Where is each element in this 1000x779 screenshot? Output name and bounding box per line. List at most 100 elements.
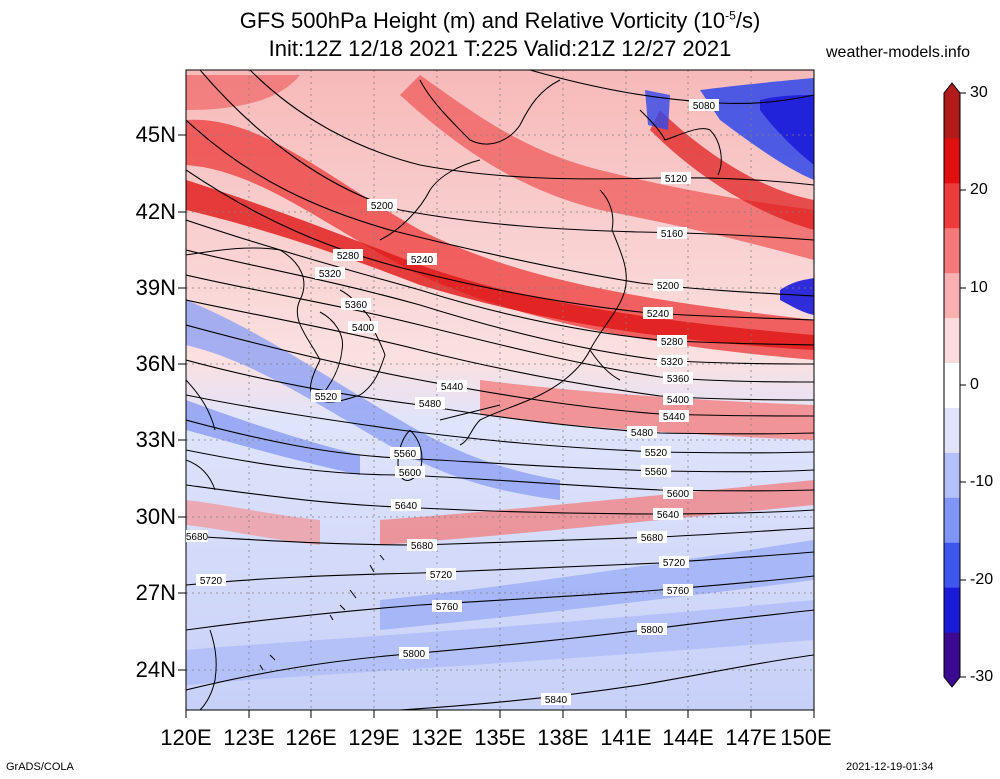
lat-label: 36N xyxy=(135,351,176,376)
contour-label-text: 5600 xyxy=(399,468,422,479)
contour-label: 5440 xyxy=(659,410,689,423)
contour-label-text: 5760 xyxy=(667,586,690,597)
contour-label: 5240 xyxy=(407,253,437,266)
contour-label-text: 5360 xyxy=(345,300,368,311)
contour-label: 5320 xyxy=(657,355,687,368)
lon-label: 120E xyxy=(160,725,212,750)
colorbar-tick-label: -30 xyxy=(970,668,994,685)
contour-label-text: 5840 xyxy=(545,695,568,706)
contour-label-text: 5560 xyxy=(645,467,668,478)
lon-label: 135E xyxy=(474,725,526,750)
contour-label-text: 5640 xyxy=(395,501,418,512)
lon-label: 147E xyxy=(725,725,777,750)
title-text: GFS 500hPa Height (m) and Relative Vorti… xyxy=(239,8,726,33)
lon-label: 129E xyxy=(348,725,400,750)
contour-label-text: 5600 xyxy=(667,489,690,500)
contour-label-text: 5520 xyxy=(315,392,338,403)
lat-label: 27N xyxy=(135,580,176,605)
contour-label-text: 5560 xyxy=(394,449,417,460)
contour-label-text: 5120 xyxy=(665,174,688,185)
contour-label: 5640 xyxy=(391,499,421,512)
contour-label-text: 5680 xyxy=(186,532,209,543)
contour-label: 5320 xyxy=(315,267,345,280)
contour-label: 5280 xyxy=(333,249,363,262)
contour-label-text: 5760 xyxy=(436,602,459,613)
contour-labels: 5080 5120 5160 5200 5200 5240 5240 5280 … xyxy=(186,99,719,706)
contour-label: 5080 xyxy=(689,99,719,112)
contour-label: 5760 xyxy=(663,584,693,597)
contour-label-text: 5680 xyxy=(411,541,434,552)
contour-label-text: 5240 xyxy=(647,309,670,320)
height-contours xyxy=(186,70,814,710)
contour-label: 5680 xyxy=(407,539,437,552)
contour-label: 5640 xyxy=(653,508,683,521)
contour-label-text: 5800 xyxy=(641,625,664,636)
contour-label: 5560 xyxy=(641,465,671,478)
contour-label: 5800 xyxy=(637,623,667,636)
lat-label: 30N xyxy=(135,504,176,529)
contour-label-text: 5720 xyxy=(663,558,686,569)
contour-label: 5800 xyxy=(399,647,429,660)
title-exponent: -5 xyxy=(725,8,736,23)
lon-label: 126E xyxy=(285,725,337,750)
lat-label: 42N xyxy=(135,199,176,224)
contour-label-text: 5280 xyxy=(661,337,684,348)
contour-label: 5520 xyxy=(311,390,341,403)
contour-label-text: 5440 xyxy=(663,412,686,423)
colorbar-tick-label: -10 xyxy=(970,473,994,490)
website-label: weather-models.info xyxy=(826,44,971,61)
contour-label: 5480 xyxy=(415,397,445,410)
contour-label-text: 5720 xyxy=(430,570,453,581)
contour-label: 5600 xyxy=(663,487,693,500)
lat-label: 33N xyxy=(135,427,176,452)
contour-label: 5200 xyxy=(653,279,683,292)
contour-label-text: 5520 xyxy=(645,448,668,459)
vorticity-field xyxy=(186,70,814,710)
contour-label: 5720 xyxy=(196,574,226,587)
contour-label: 5280 xyxy=(657,335,687,348)
contour-label-text: 5480 xyxy=(419,399,442,410)
lat-label: 24N xyxy=(135,657,176,682)
lon-label: 144E xyxy=(662,725,714,750)
contour-label: 5360 xyxy=(341,298,371,311)
contour-label-text: 5320 xyxy=(661,357,684,368)
axis-ticks xyxy=(178,134,815,718)
contour-label-text: 5080 xyxy=(693,101,716,112)
contour-label-text: 5480 xyxy=(631,428,654,439)
contour-label-text: 5640 xyxy=(657,510,680,521)
contour-label-text: 5400 xyxy=(352,323,375,334)
contour-label: 5680 xyxy=(637,531,667,544)
lon-label: 138E xyxy=(537,725,589,750)
contour-label: 5720 xyxy=(426,568,456,581)
contour-label: 5600 xyxy=(395,466,425,479)
contour-label: 5760 xyxy=(432,600,462,613)
chart-title: GFS 500hPa Height (m) and Relative Vorti… xyxy=(150,8,850,34)
lat-label: 39N xyxy=(135,275,176,300)
contour-label-text: 5160 xyxy=(661,229,684,240)
lon-label: 141E xyxy=(600,725,652,750)
colorbar-tick-label: 30 xyxy=(970,84,988,101)
colorbar-tick-label: 10 xyxy=(970,279,988,296)
lon-label: 150E xyxy=(780,725,832,750)
contour-label: 5680 xyxy=(186,530,209,543)
contour-label: 5120 xyxy=(661,172,691,185)
title-unit: /s) xyxy=(735,8,761,33)
map-gridlines xyxy=(186,70,814,710)
contour-label-text: 5280 xyxy=(337,251,360,262)
colorbar-tick-label: 0 xyxy=(970,376,979,393)
colorbar-tick-label: -20 xyxy=(970,571,994,588)
lon-label: 132E xyxy=(411,725,463,750)
contour-label: 5440 xyxy=(437,380,467,393)
contour-label: 5200 xyxy=(367,199,397,212)
contour-label: 5480 xyxy=(627,426,657,439)
credit-left: GrADS/COLA xyxy=(6,761,74,773)
contour-label-text: 5200 xyxy=(371,201,394,212)
chart-subtitle: Init:12Z 12/18 2021 T:225 Valid:21Z 12/2… xyxy=(268,36,732,61)
contour-label: 5400 xyxy=(663,393,693,406)
timestamp: 2021-12-19-01:34 xyxy=(846,761,934,773)
contour-label-text: 5800 xyxy=(403,649,426,660)
contour-label: 5720 xyxy=(659,556,689,569)
contour-label-text: 5400 xyxy=(667,395,690,406)
contour-label-text: 5680 xyxy=(641,533,664,544)
